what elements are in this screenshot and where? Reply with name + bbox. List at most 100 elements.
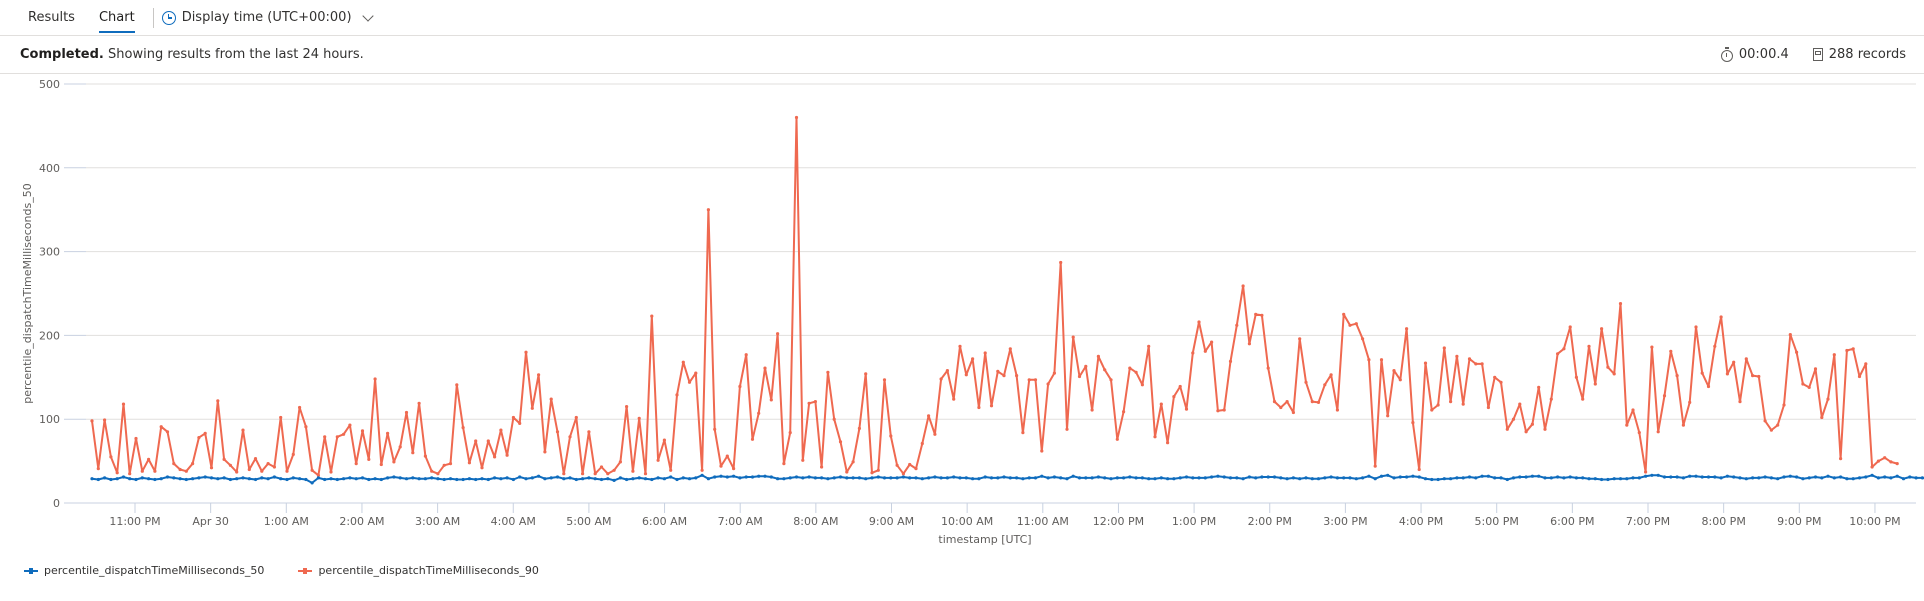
data-point[interactable]	[555, 475, 560, 479]
data-point[interactable]	[901, 472, 906, 476]
data-point[interactable]	[1600, 327, 1604, 331]
data-point[interactable]	[637, 476, 641, 480]
data-point[interactable]	[807, 475, 811, 479]
data-point[interactable]	[1681, 423, 1685, 427]
data-point[interactable]	[687, 380, 692, 384]
data-point[interactable]	[1857, 476, 1862, 480]
data-point[interactable]	[1889, 460, 1893, 464]
data-point[interactable]	[1486, 405, 1490, 410]
data-point[interactable]	[1046, 476, 1050, 480]
data-point[interactable]	[140, 469, 144, 473]
data-point[interactable]	[920, 477, 924, 481]
data-point[interactable]	[499, 477, 503, 481]
data-point[interactable]	[826, 370, 830, 374]
data-point[interactable]	[1782, 475, 1786, 479]
data-point[interactable]	[776, 332, 780, 336]
data-point[interactable]	[1530, 422, 1534, 426]
data-point[interactable]	[1090, 408, 1094, 412]
data-point[interactable]	[1166, 441, 1170, 445]
data-point[interactable]	[719, 464, 723, 468]
data-point[interactable]	[1449, 477, 1453, 481]
data-point[interactable]	[543, 477, 547, 481]
data-point[interactable]	[96, 467, 100, 471]
data-point[interactable]	[279, 415, 283, 420]
data-point[interactable]	[191, 462, 195, 466]
data-point[interactable]	[404, 477, 409, 481]
data-point[interactable]	[1084, 364, 1088, 368]
data-point[interactable]	[1631, 408, 1635, 412]
data-point[interactable]	[618, 476, 623, 480]
data-point[interactable]	[1644, 474, 1648, 478]
data-point[interactable]	[1417, 467, 1421, 472]
data-point[interactable]	[537, 373, 541, 377]
data-point[interactable]	[90, 419, 94, 423]
data-point[interactable]	[1033, 378, 1038, 382]
data-point[interactable]	[599, 477, 604, 482]
data-point[interactable]	[1241, 477, 1245, 481]
data-point[interactable]	[1291, 410, 1295, 415]
data-point[interactable]	[1373, 477, 1377, 481]
data-point[interactable]	[1845, 477, 1849, 481]
data-point[interactable]	[593, 477, 597, 481]
data-point[interactable]	[1304, 476, 1308, 480]
data-point[interactable]	[801, 458, 805, 462]
data-point[interactable]	[1367, 474, 1371, 478]
data-point[interactable]	[493, 455, 497, 459]
data-point[interactable]	[725, 475, 729, 479]
data-point[interactable]	[1316, 400, 1321, 404]
data-point[interactable]	[1021, 477, 1025, 481]
data-point[interactable]	[1901, 477, 1906, 481]
data-point[interactable]	[1254, 312, 1258, 316]
data-point[interactable]	[530, 476, 534, 480]
data-point[interactable]	[1719, 315, 1723, 319]
data-point[interactable]	[782, 477, 786, 481]
data-point[interactable]	[241, 428, 245, 432]
data-point[interactable]	[1096, 475, 1100, 479]
data-point[interactable]	[1757, 476, 1761, 480]
data-point[interactable]	[1040, 449, 1044, 453]
data-point[interactable]	[675, 393, 679, 397]
data-point[interactable]	[1650, 473, 1654, 477]
data-point[interactable]	[1455, 476, 1459, 480]
data-point[interactable]	[153, 469, 157, 473]
data-point[interactable]	[367, 457, 371, 461]
data-point[interactable]	[857, 476, 862, 480]
data-point[interactable]	[1511, 476, 1516, 480]
data-point[interactable]	[128, 472, 132, 476]
tab-chart[interactable]: Chart	[87, 0, 147, 35]
data-point[interactable]	[989, 404, 994, 408]
data-point[interactable]	[996, 476, 1000, 480]
data-point[interactable]	[342, 477, 346, 481]
data-point[interactable]	[1291, 476, 1295, 480]
data-point[interactable]	[939, 377, 943, 381]
data-point[interactable]	[1744, 477, 1748, 481]
data-point[interactable]	[857, 426, 862, 430]
data-point[interactable]	[1826, 397, 1830, 401]
data-point[interactable]	[1197, 320, 1201, 324]
data-point[interactable]	[870, 471, 874, 475]
data-point[interactable]	[90, 477, 94, 481]
data-point[interactable]	[788, 431, 792, 435]
data-point[interactable]	[172, 476, 176, 480]
data-point[interactable]	[291, 476, 295, 480]
data-point[interactable]	[518, 475, 522, 479]
data-point[interactable]	[1222, 408, 1226, 412]
series-line-p50[interactable]	[91, 474, 1924, 484]
data-point[interactable]	[411, 451, 415, 455]
data-point[interactable]	[1430, 408, 1434, 412]
data-point[interactable]	[184, 469, 188, 473]
data-point[interactable]	[1373, 464, 1377, 468]
data-point[interactable]	[1197, 476, 1201, 480]
data-point[interactable]	[1732, 360, 1736, 364]
data-point[interactable]	[1210, 340, 1214, 344]
data-point[interactable]	[109, 477, 113, 482]
data-point[interactable]	[1059, 476, 1063, 480]
data-point[interactable]	[1725, 474, 1729, 478]
data-point[interactable]	[172, 462, 176, 466]
data-point[interactable]	[1134, 476, 1138, 480]
data-point[interactable]	[367, 477, 371, 482]
data-point[interactable]	[253, 477, 258, 482]
data-point[interactable]	[876, 475, 880, 479]
data-point[interactable]	[1103, 368, 1107, 372]
data-point[interactable]	[1386, 414, 1390, 418]
